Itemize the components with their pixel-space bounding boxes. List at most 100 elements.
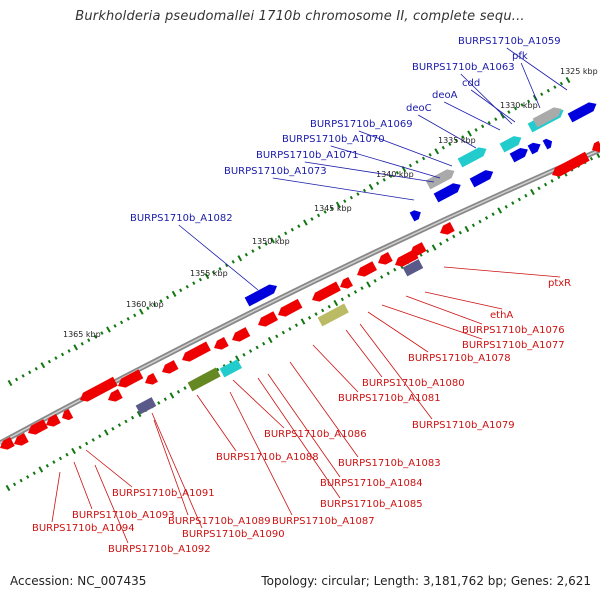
tick-dot [7, 379, 13, 387]
tick-dot [294, 323, 299, 327]
accession-label: Accession: NC_007435 [10, 574, 147, 588]
tick-dot [52, 460, 56, 464]
tick-dot [45, 464, 49, 468]
tick-dot [91, 438, 95, 442]
label-leader-lines [51, 47, 568, 544]
reverse-gene [162, 360, 179, 374]
tick-dot [130, 415, 135, 420]
reverse-leader-line [267, 373, 341, 478]
tick-dot [198, 277, 202, 282]
tick-dot [235, 355, 240, 362]
tick-dot [60, 352, 65, 357]
forward-gene [509, 147, 528, 163]
reverse-gene-label: ethA [490, 310, 513, 321]
tick-dot [165, 295, 170, 300]
tick-dot [85, 441, 89, 446]
tick-dot [297, 224, 301, 228]
tick-dot [257, 245, 262, 250]
tick-dot [428, 153, 432, 157]
forward-gene-label: BURPS1710b_A1069 [310, 119, 413, 130]
tick-dot [255, 345, 259, 350]
kbp-tick-label: 1360 kbp [126, 300, 164, 309]
tick-dot [211, 270, 216, 275]
gene-labels: BURPS1710b_A1059pfkBURPS1710b_A1063cddde… [32, 36, 571, 555]
reverse-leader-line [85, 449, 133, 488]
tick-dot [511, 201, 515, 205]
tick-dot [380, 275, 384, 279]
tick-dot [179, 288, 183, 293]
reverse-gene-label: BURPS1710b_A1091 [112, 488, 215, 499]
tick-dot [421, 156, 426, 161]
reverse-gene [145, 372, 158, 385]
tick-dot [87, 338, 91, 343]
tick-dot [136, 410, 142, 418]
forward-gene [542, 138, 553, 150]
tick-dot [431, 244, 437, 251]
reverse-gene-label: BURPS1710b_A1080 [362, 378, 465, 389]
tick-dot [464, 225, 470, 233]
kbp-tick-label: 1330 kbp [500, 101, 538, 110]
reverse-gene [118, 369, 144, 388]
gene-block [135, 397, 157, 415]
reverse-gene [214, 337, 229, 350]
tick-dot [382, 178, 386, 182]
gene-block [402, 259, 424, 277]
reverse-gene [62, 408, 74, 421]
reverse-gene-label: BURPS1710b_A1081 [338, 393, 441, 404]
tick-dot [275, 334, 279, 339]
forward-gene [499, 136, 522, 153]
reverse-gene [440, 222, 455, 235]
tick-dot [65, 452, 69, 457]
tick-dot [28, 370, 32, 375]
kbp-tick-label: 1340 kbp [376, 170, 414, 179]
reverse-gene [258, 311, 279, 327]
kbp-tick-label: 1365 kbp [63, 330, 101, 339]
tick-dot [540, 92, 544, 97]
tick-dot [314, 312, 318, 316]
tick-dot [169, 392, 175, 399]
reverse-leader-line [73, 461, 93, 510]
tick-dot [360, 286, 364, 290]
reverse-leader-line [196, 394, 237, 452]
reverse-gene [108, 389, 123, 402]
tick-dot [362, 188, 367, 193]
reverse-gene [28, 419, 49, 435]
tick-dot [494, 117, 498, 122]
forward-gene-label: BURPS1710b_A1071 [256, 150, 359, 161]
tick-dot [467, 130, 472, 137]
tick-dot [307, 316, 312, 320]
tick-dot [67, 349, 71, 353]
reverse-gene [0, 437, 15, 450]
tick-dot [448, 142, 452, 146]
tick-dot [458, 230, 462, 235]
tick-dot [356, 192, 360, 196]
tick-dot [310, 217, 314, 221]
forward-leader-line [304, 161, 435, 183]
tick-dot [517, 197, 521, 202]
forward-gene-label: deoA [432, 90, 458, 101]
forward-gene [469, 170, 494, 188]
forward-gene [409, 210, 421, 222]
gene-features [0, 102, 600, 450]
reverse-leader-line [232, 379, 285, 429]
tick-dot [58, 456, 63, 461]
reverse-leader-line [312, 344, 359, 393]
tick-dot [231, 260, 235, 264]
tick-dot [40, 362, 46, 369]
tick-dot [543, 182, 548, 187]
tick-dot [441, 145, 445, 150]
reverse-gene-label: BURPS1710b_A1083 [338, 458, 441, 469]
reverse-leader-line [151, 412, 203, 529]
reverse-leader-line [153, 419, 189, 516]
tick-dot [157, 401, 161, 405]
tick-dot [244, 252, 248, 257]
forward-gene-label: deoC [406, 103, 432, 114]
tick-dot [376, 181, 380, 186]
tick-dot [499, 112, 505, 119]
forward-gene-label: BURPS1710b_A1063 [412, 62, 515, 73]
inner-tick-ring [5, 151, 600, 492]
tick-dot [93, 334, 97, 339]
forward-gene [567, 102, 597, 123]
